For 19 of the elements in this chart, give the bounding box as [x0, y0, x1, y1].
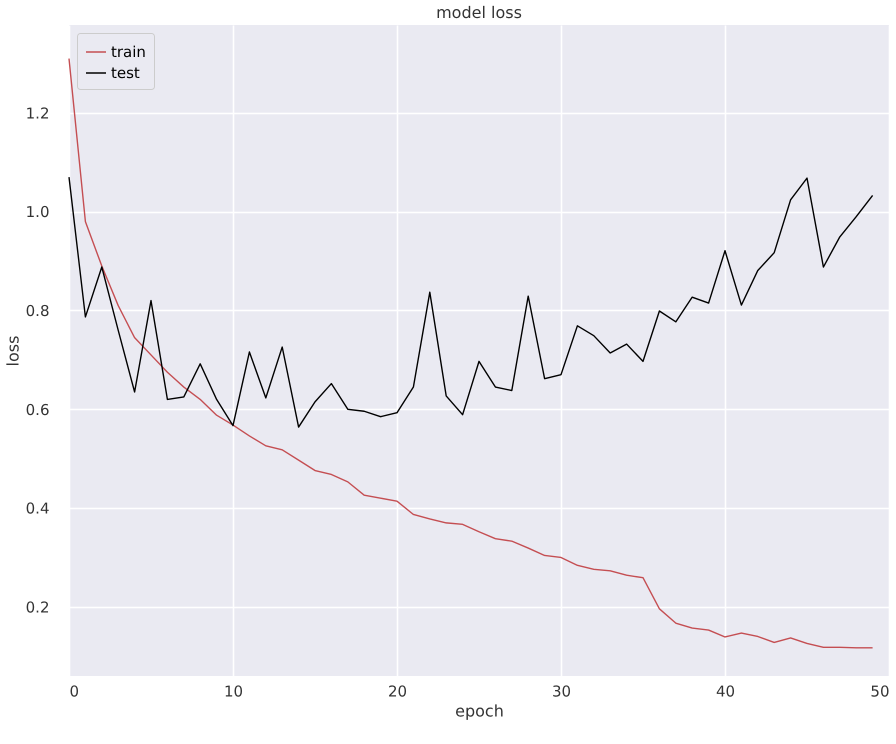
legend-label: test — [111, 64, 140, 82]
legend-label: train — [111, 43, 146, 61]
y-tick-label: 1.0 — [26, 203, 50, 222]
y-tick-label: 0.8 — [26, 302, 50, 320]
x-axis-title: epoch — [455, 702, 504, 720]
y-tick-label: 0.2 — [26, 598, 50, 616]
x-tick-label: 0 — [70, 682, 80, 700]
chart-title: model loss — [436, 3, 522, 22]
y-tick-label: 0.4 — [26, 500, 50, 518]
x-tick-label: 20 — [388, 682, 408, 700]
y-tick-label: 1.2 — [26, 104, 50, 122]
y-axis-title: loss — [4, 336, 23, 366]
x-tick-label: 10 — [224, 682, 244, 700]
line-series — [68, 176, 874, 428]
x-tick-label: 50 — [870, 682, 890, 700]
y-tick-label: 0.6 — [26, 400, 50, 419]
x-tick-label: 40 — [716, 682, 736, 700]
line-series — [68, 58, 874, 649]
x-tick-label: 30 — [552, 682, 572, 700]
